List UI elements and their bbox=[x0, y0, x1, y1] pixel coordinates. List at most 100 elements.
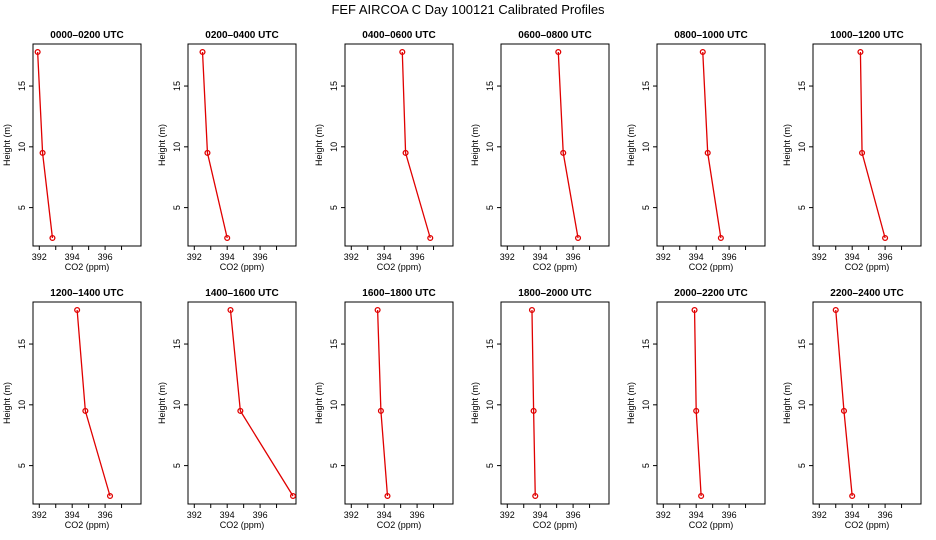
x-tick-label: 394 bbox=[845, 510, 860, 520]
panel-3: 0600–0800 UTC 392 394 396 5 10 15 CO2 (ppm) Heig… bbox=[470, 30, 610, 272]
data-point bbox=[204, 149, 211, 156]
y-axis-label: Height (m) bbox=[314, 382, 324, 424]
series-line bbox=[376, 309, 389, 497]
data-point bbox=[857, 48, 864, 56]
data-point bbox=[882, 234, 889, 242]
x-tick-label: 394 bbox=[65, 510, 80, 520]
y-tick-label: 5 bbox=[485, 205, 495, 210]
series-line bbox=[702, 51, 722, 239]
panel-title: 1800–2000 UTC bbox=[518, 288, 591, 299]
y-axis-label: Height (m) bbox=[782, 382, 792, 424]
x-tick-label: 394 bbox=[220, 252, 235, 262]
plot-frame bbox=[812, 301, 922, 505]
data-point bbox=[49, 234, 56, 242]
x-tick-label: 396 bbox=[566, 510, 581, 520]
y-tick-label: 10 bbox=[641, 142, 651, 152]
series-line bbox=[531, 309, 536, 497]
x-axis-label: CO2 (ppm) bbox=[377, 520, 422, 530]
y-tick-label: 5 bbox=[485, 463, 495, 468]
data-point bbox=[555, 48, 562, 56]
series-line bbox=[229, 309, 294, 497]
y-tick-label: 15 bbox=[17, 81, 27, 91]
data-point bbox=[832, 306, 839, 314]
y-tick-label: 10 bbox=[172, 142, 182, 152]
y-tick-label: 10 bbox=[797, 400, 807, 410]
data-point bbox=[427, 234, 434, 242]
y-axis-label: Height (m) bbox=[626, 124, 636, 166]
data-point bbox=[289, 492, 297, 500]
x-axis-label: CO2 (ppm) bbox=[689, 262, 734, 272]
x-tick-label: 394 bbox=[377, 252, 392, 262]
data-point bbox=[227, 306, 234, 314]
panel-1: 0200–0400 UTC 392 394 396 5 10 15 CO2 (ppm) Heig… bbox=[157, 30, 297, 272]
x-tick-label: 392 bbox=[656, 510, 671, 520]
y-tick-label: 10 bbox=[797, 142, 807, 152]
y-tick-label: 10 bbox=[485, 400, 495, 410]
x-tick-label: 394 bbox=[377, 510, 392, 520]
y-tick-label: 15 bbox=[641, 339, 651, 349]
plot-frame bbox=[32, 301, 142, 505]
x-tick-label: 396 bbox=[566, 252, 581, 262]
plot-frame bbox=[500, 43, 610, 247]
x-tick-label: 396 bbox=[722, 510, 737, 520]
x-tick-label: 394 bbox=[533, 252, 548, 262]
x-tick-label: 394 bbox=[65, 252, 80, 262]
y-axis-label: Height (m) bbox=[314, 124, 324, 166]
data-point bbox=[699, 48, 706, 56]
data-point bbox=[237, 407, 244, 414]
series-line bbox=[201, 51, 228, 239]
series-line bbox=[36, 51, 54, 239]
data-point bbox=[698, 492, 705, 500]
data-point bbox=[840, 407, 848, 414]
y-tick-label: 5 bbox=[797, 463, 807, 468]
x-tick-label: 392 bbox=[812, 510, 827, 520]
y-tick-label: 10 bbox=[329, 142, 339, 152]
data-point bbox=[693, 407, 700, 414]
y-tick-label: 5 bbox=[329, 205, 339, 210]
x-tick-label: 392 bbox=[187, 252, 202, 262]
y-tick-label: 5 bbox=[172, 205, 182, 210]
y-tick-label: 15 bbox=[797, 81, 807, 91]
plot-frame bbox=[344, 43, 454, 247]
panel-title: 2000–2200 UTC bbox=[674, 288, 747, 299]
plot-frame bbox=[500, 301, 610, 505]
y-tick-label: 15 bbox=[172, 81, 182, 91]
data-point bbox=[377, 407, 384, 414]
x-tick-label: 392 bbox=[32, 510, 47, 520]
data-point bbox=[399, 48, 406, 56]
data-point bbox=[199, 48, 206, 56]
data-point bbox=[34, 48, 41, 56]
data-point bbox=[224, 234, 231, 242]
panel-title: 0400–0600 UTC bbox=[362, 30, 435, 41]
panel-title: 1600–1800 UTC bbox=[362, 288, 435, 299]
data-point bbox=[74, 306, 81, 314]
y-tick-label: 5 bbox=[17, 205, 27, 210]
panel-title: 0200–0400 UTC bbox=[205, 30, 278, 41]
y-axis-label: Height (m) bbox=[157, 382, 167, 424]
data-point bbox=[691, 306, 698, 314]
x-tick-label: 392 bbox=[344, 252, 359, 262]
panel-title: 2200–2400 UTC bbox=[830, 288, 903, 299]
x-tick-label: 396 bbox=[98, 510, 113, 520]
y-tick-label: 15 bbox=[329, 81, 339, 91]
x-axis-label: CO2 (ppm) bbox=[533, 262, 578, 272]
y-axis-label: Height (m) bbox=[470, 124, 480, 166]
panel-11: 2200–2400 UTC 392 394 396 5 10 15 CO2 (ppm) Heig… bbox=[782, 288, 922, 530]
panel-10: 2000–2200 UTC 392 394 396 5 10 15 CO2 (ppm) Heig… bbox=[626, 288, 766, 530]
data-point bbox=[82, 407, 89, 414]
y-axis-label: Height (m) bbox=[2, 124, 12, 166]
panel-title: 1000–1200 UTC bbox=[830, 30, 903, 41]
plot-frame bbox=[187, 43, 297, 247]
plot-frame bbox=[656, 43, 766, 247]
y-tick-label: 5 bbox=[17, 463, 27, 468]
panel-0: 0000–0200 UTC 392 394 396 5 10 15 CO2 (ppm) Heig… bbox=[2, 30, 142, 272]
x-tick-label: 396 bbox=[410, 510, 425, 520]
x-tick-label: 392 bbox=[500, 252, 515, 262]
plot-frame bbox=[32, 43, 142, 247]
x-tick-label: 394 bbox=[689, 510, 704, 520]
y-axis-label: Height (m) bbox=[2, 382, 12, 424]
y-axis-label: Height (m) bbox=[157, 124, 167, 166]
data-point bbox=[859, 149, 866, 156]
x-axis-label: CO2 (ppm) bbox=[220, 520, 265, 530]
